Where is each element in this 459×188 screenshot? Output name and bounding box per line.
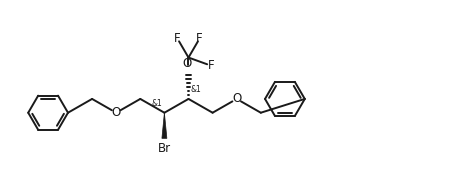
Text: F: F <box>174 32 181 45</box>
Polygon shape <box>162 113 167 138</box>
Text: Br: Br <box>158 142 171 155</box>
Text: &1: &1 <box>151 99 162 108</box>
Text: O: O <box>112 106 121 119</box>
Text: O: O <box>183 57 192 70</box>
Text: &1: &1 <box>190 85 201 94</box>
Text: O: O <box>232 92 241 105</box>
Text: F: F <box>207 59 214 72</box>
Text: F: F <box>196 32 203 45</box>
